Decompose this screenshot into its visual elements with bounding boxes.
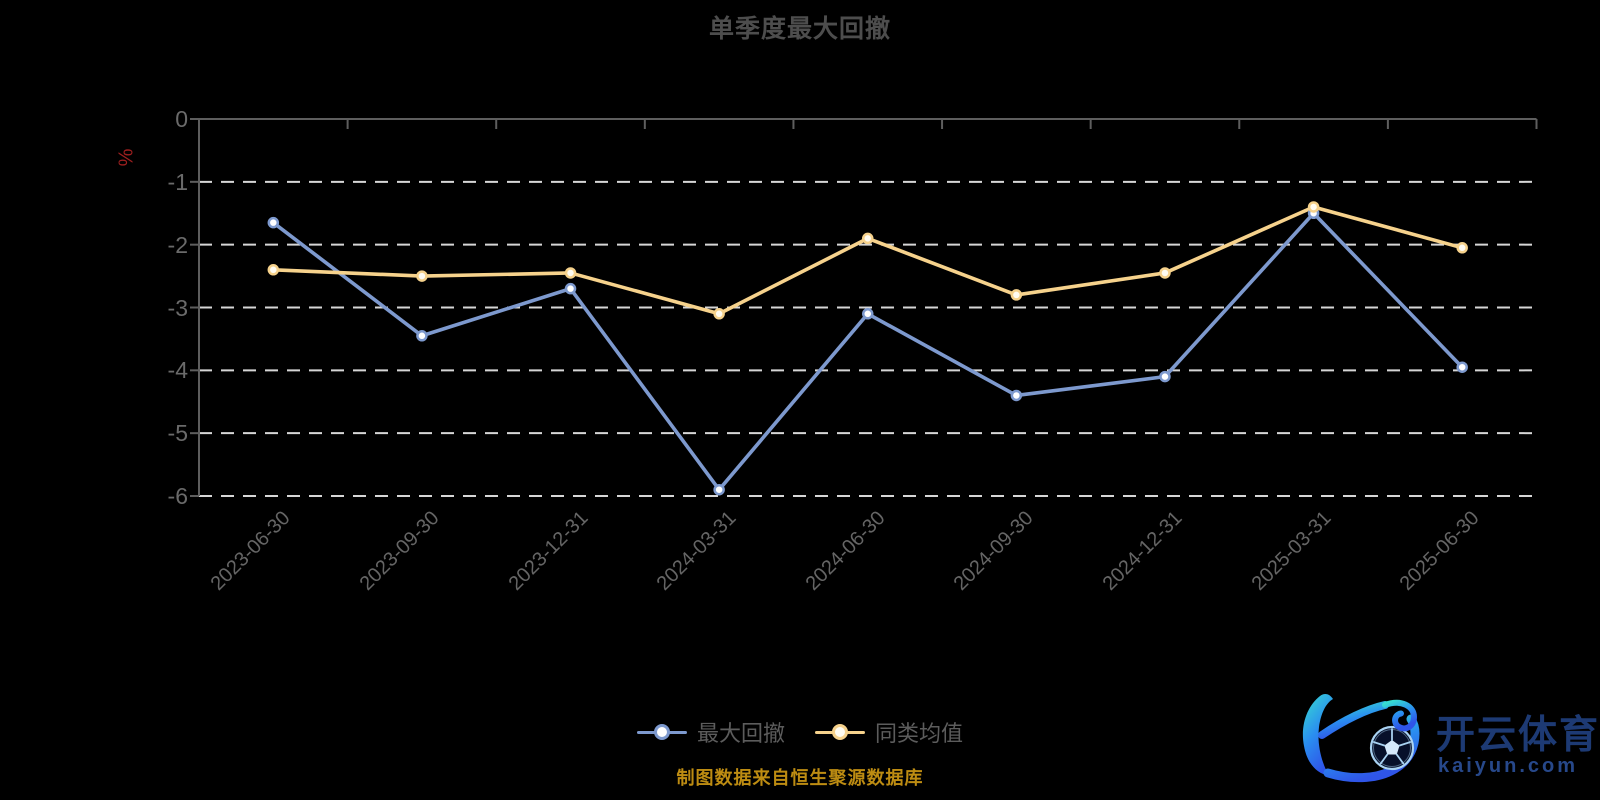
data-point-series-1 — [1456, 361, 1468, 373]
legend-label: 最大回撤 — [696, 721, 785, 746]
y-axis-label: -1 — [167, 168, 188, 195]
data-point-series-2 — [1159, 267, 1171, 279]
logo-swirl — [1382, 699, 1418, 732]
chart-legend: 最大回撤 同类均值 — [636, 716, 963, 748]
chart-caption: 制图数据来自恒生聚源数据库 — [676, 768, 924, 788]
y-axis-label: 0 — [175, 106, 188, 132]
data-point-series-2 — [1010, 289, 1023, 301]
data-point-series-2 — [713, 308, 725, 320]
data-point-series-1 — [1010, 389, 1023, 402]
chart-title: 单季度最大回撤 — [708, 15, 891, 43]
watermark-brand: 开云体育 — [1436, 714, 1600, 757]
legend-item-2[interactable]: 同类均值 — [815, 716, 963, 748]
data-point-series-1 — [564, 282, 577, 295]
series-line-2 — [271, 205, 1464, 316]
watermark: 开云体育 kaiyun.com — [1288, 676, 1600, 800]
logo-k-leg — [1302, 694, 1333, 776]
legend-item-1[interactable]: 最大回撤 — [636, 716, 785, 748]
data-point-series-1 — [713, 483, 725, 496]
series-line-1 — [271, 211, 1464, 492]
y-axis-label: -6 — [167, 483, 188, 509]
logo-k-arm — [1318, 701, 1389, 739]
legend-label: 同类均值 — [875, 721, 964, 746]
y-axis-label: -3 — [167, 294, 188, 321]
data-point-series-2 — [267, 264, 280, 276]
data-point-series-2 — [1307, 201, 1320, 213]
y-axis-unit-label: % — [115, 148, 138, 167]
data-point-series-2 — [564, 267, 577, 279]
watermark-domain: kaiyun.com — [1438, 755, 1579, 777]
kaiyun-logo — [1302, 694, 1420, 783]
data-point-series-1 — [267, 216, 280, 229]
soccer-ball-icon — [1369, 725, 1415, 771]
y-axis-label: -4 — [167, 357, 188, 384]
data-point-series-1 — [1159, 370, 1171, 383]
data-point-series-1 — [862, 308, 874, 320]
legend-marker-icon — [636, 724, 687, 740]
y-axis-label: -2 — [167, 231, 188, 258]
y-axis-label: -5 — [167, 420, 188, 447]
data-point-series-2 — [1456, 242, 1468, 254]
data-point-series-2 — [416, 270, 428, 282]
data-point-series-1 — [416, 330, 428, 342]
legend-marker-icon — [815, 724, 865, 740]
data-point-series-2 — [862, 232, 874, 245]
